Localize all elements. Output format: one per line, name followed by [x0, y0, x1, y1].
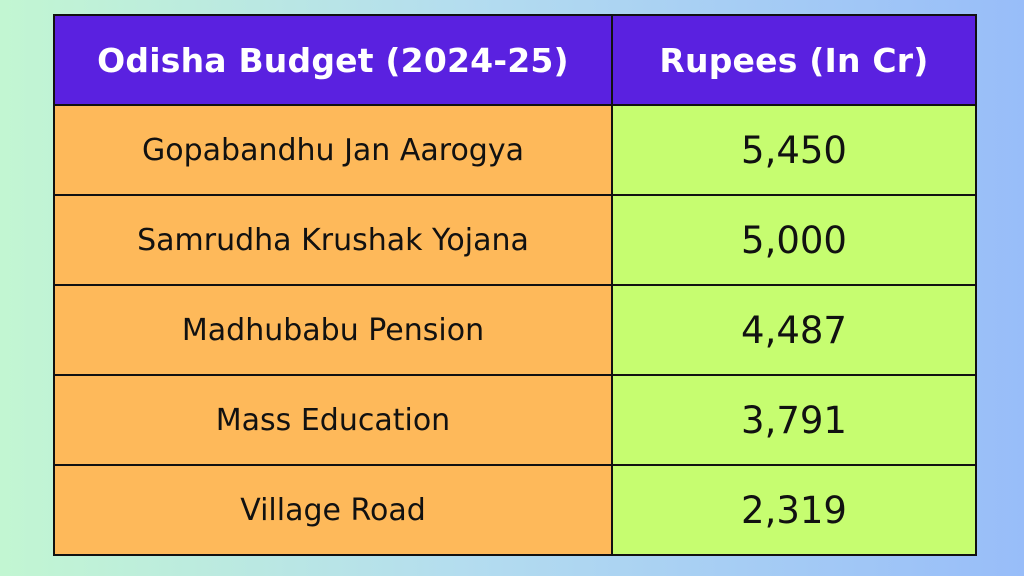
scheme-name-cell: Mass Education [53, 374, 613, 466]
table-row: Madhubabu Pension 4,487 [53, 284, 977, 376]
column-header-budget: Odisha Budget (2024-25) [53, 14, 613, 106]
scheme-name-cell: Madhubabu Pension [53, 284, 613, 376]
column-header-rupees: Rupees (In Cr) [611, 14, 977, 106]
scheme-name-cell: Gopabandhu Jan Aarogya [53, 104, 613, 196]
scheme-name-cell: Samrudha Krushak Yojana [53, 194, 613, 286]
amount-cell: 4,487 [611, 284, 977, 376]
scheme-name-cell: Village Road [53, 464, 613, 556]
amount-cell: 5,000 [611, 194, 977, 286]
table-row: Mass Education 3,791 [53, 374, 977, 466]
table-row: Samrudha Krushak Yojana 5,000 [53, 194, 977, 286]
table-row: Gopabandhu Jan Aarogya 5,450 [53, 104, 977, 196]
budget-table: Odisha Budget (2024-25) Rupees (In Cr) G… [53, 14, 977, 556]
amount-cell: 5,450 [611, 104, 977, 196]
table-row: Village Road 2,319 [53, 464, 977, 556]
table-header-row: Odisha Budget (2024-25) Rupees (In Cr) [53, 14, 977, 106]
amount-cell: 3,791 [611, 374, 977, 466]
amount-cell: 2,319 [611, 464, 977, 556]
